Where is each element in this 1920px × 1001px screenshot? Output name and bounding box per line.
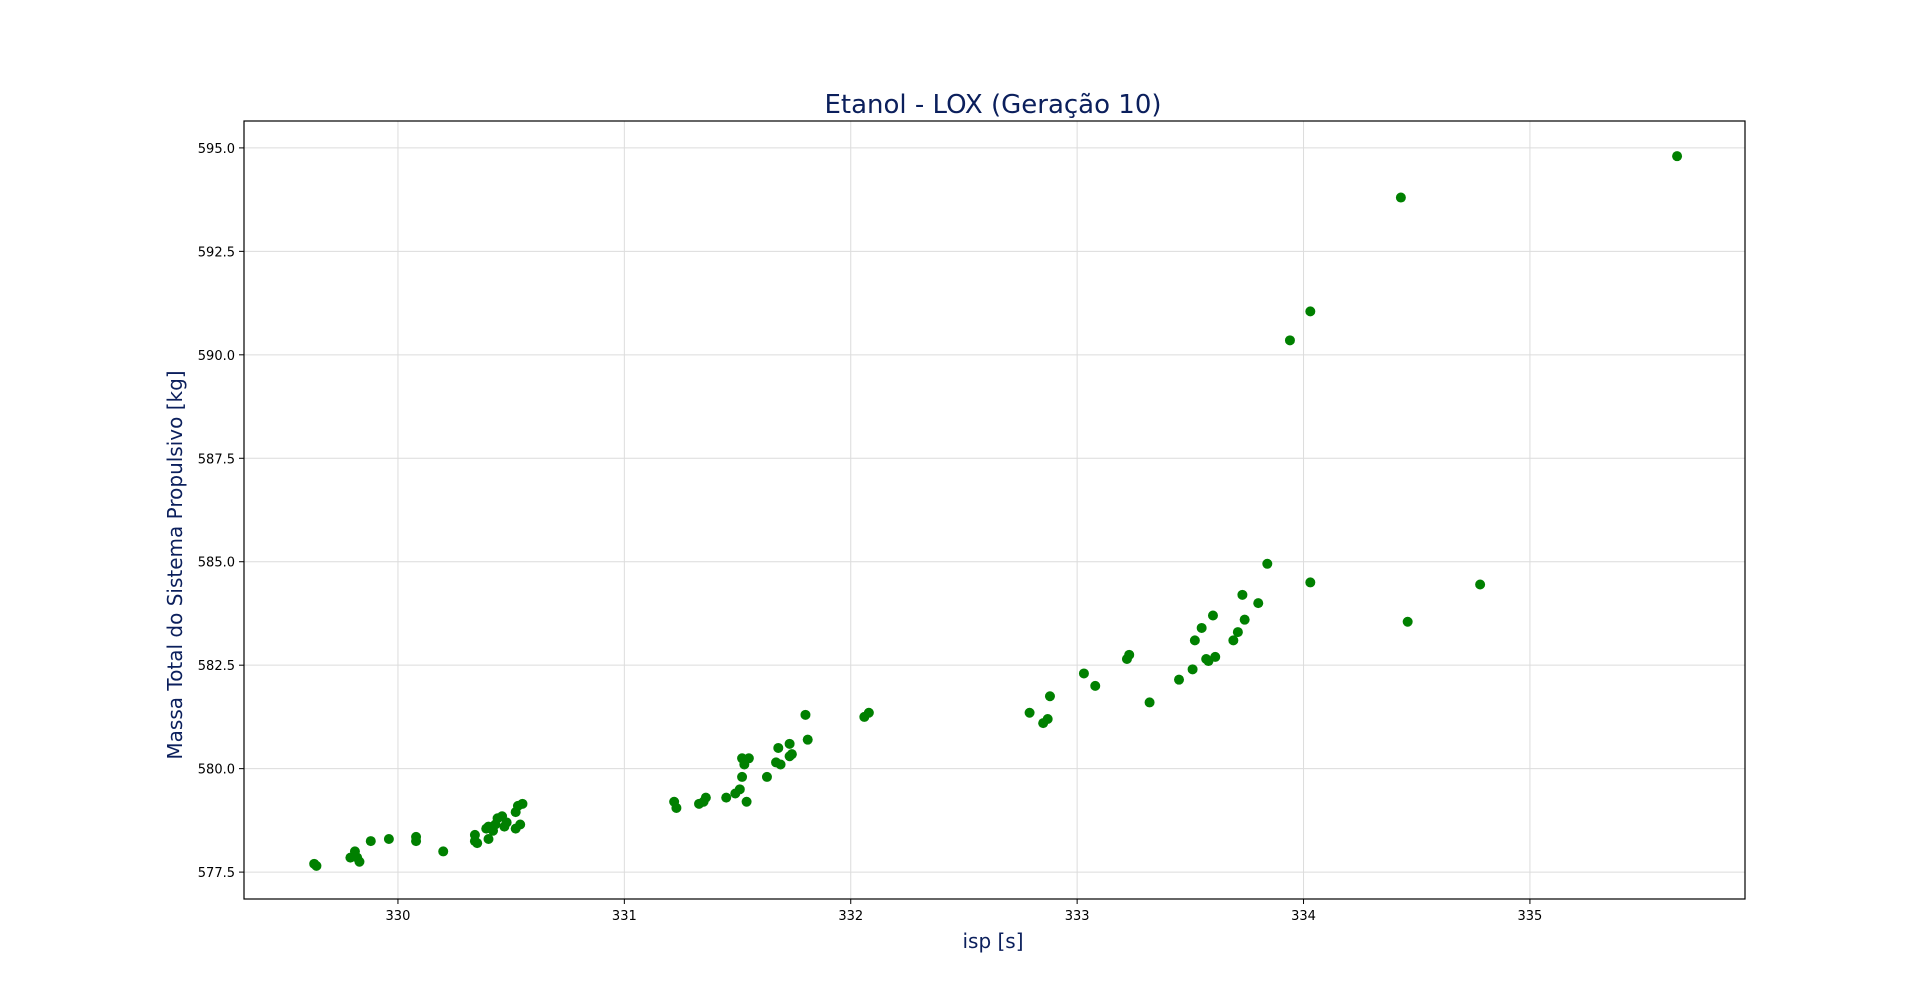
data-point xyxy=(1078,668,1089,679)
data-point xyxy=(784,738,795,749)
data-point xyxy=(734,784,745,795)
x-tick-label: 330 xyxy=(386,909,411,924)
data-point xyxy=(365,836,376,847)
grid xyxy=(244,121,1745,899)
y-tick-label: 585.0 xyxy=(198,556,235,571)
data-point xyxy=(469,829,480,840)
data-point xyxy=(802,734,813,745)
data-point xyxy=(1475,579,1486,590)
data-point xyxy=(1232,627,1243,638)
x-axis-label: isp [s] xyxy=(962,929,1023,953)
data-point xyxy=(741,796,752,807)
data-point xyxy=(501,817,512,828)
data-point xyxy=(517,798,528,809)
data-point xyxy=(721,792,732,803)
data-point xyxy=(472,838,483,849)
x-axis-ticks: 330 331 332 333 334 335 xyxy=(386,899,1543,924)
x-tick-label: 335 xyxy=(1518,909,1543,924)
data-point xyxy=(483,833,494,844)
y-tick-label: 582.5 xyxy=(198,659,235,674)
y-axis-ticks: 577.5 580.0 582.5 585.0 587.5 590.0 592.5 595.0 xyxy=(198,142,244,881)
y-tick-label: 595.0 xyxy=(198,142,235,157)
data-point xyxy=(737,771,748,782)
chart-title: Etanol - LOX (Geração 10) xyxy=(824,90,1161,120)
y-tick-label: 592.5 xyxy=(198,245,235,260)
data-point xyxy=(1124,649,1135,660)
data-point xyxy=(1305,577,1316,588)
data-point xyxy=(700,792,711,803)
data-point xyxy=(1253,598,1264,609)
data-point xyxy=(411,831,422,842)
y-tick-label: 587.5 xyxy=(198,452,235,467)
data-point xyxy=(1402,616,1413,627)
data-point xyxy=(1395,192,1406,203)
data-point xyxy=(1672,151,1683,162)
data-point xyxy=(863,707,874,718)
data-point xyxy=(1044,691,1055,702)
data-point xyxy=(671,802,682,813)
x-tick-label: 334 xyxy=(1291,909,1316,924)
data-point xyxy=(775,759,786,770)
data-point xyxy=(786,749,797,760)
data-point xyxy=(773,742,784,753)
data-point xyxy=(515,819,526,830)
data-points xyxy=(309,151,1683,871)
data-point xyxy=(1305,306,1316,317)
y-tick-label: 590.0 xyxy=(198,349,235,364)
data-point xyxy=(438,846,449,857)
data-point xyxy=(311,860,322,871)
data-point xyxy=(1090,680,1101,691)
data-point xyxy=(1042,713,1053,724)
data-point xyxy=(354,856,365,867)
data-point xyxy=(761,771,772,782)
data-point xyxy=(1228,635,1239,646)
data-point xyxy=(1196,622,1207,633)
data-point xyxy=(1174,674,1185,685)
data-point xyxy=(800,709,811,720)
data-point xyxy=(1189,635,1200,646)
plot-frame xyxy=(243,120,1746,900)
data-point xyxy=(1284,335,1295,346)
y-axis-label: Massa Total do Sistema Propulsivo [kg] xyxy=(163,370,187,759)
x-tick-label: 333 xyxy=(1065,909,1090,924)
data-point xyxy=(1210,651,1221,662)
data-point xyxy=(1144,697,1155,708)
data-point xyxy=(1237,589,1248,600)
x-tick-label: 331 xyxy=(612,909,637,924)
data-point xyxy=(1024,707,1035,718)
y-tick-label: 580.0 xyxy=(198,763,235,778)
data-point xyxy=(1239,614,1250,625)
data-point xyxy=(1262,558,1273,569)
y-tick-label: 577.5 xyxy=(198,866,235,881)
data-point xyxy=(743,753,754,764)
data-point xyxy=(383,833,394,844)
data-point xyxy=(1207,610,1218,621)
x-tick-label: 332 xyxy=(838,909,863,924)
data-point xyxy=(1187,664,1198,675)
